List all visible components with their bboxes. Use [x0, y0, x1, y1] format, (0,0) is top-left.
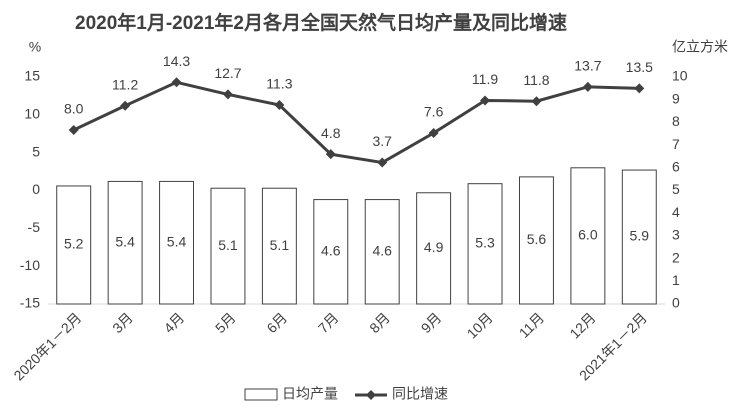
marker [377, 157, 388, 168]
bar [518, 176, 554, 305]
line-value-label: 11.8 [523, 72, 549, 88]
y-tick-label: -15 [20, 295, 40, 311]
y2-axis-label: 亿立方米 [672, 39, 728, 55]
marker [428, 127, 439, 138]
bar-value-label: 5.6 [527, 231, 547, 247]
x-tick-label: 9月 [418, 309, 445, 336]
bar [261, 187, 297, 305]
bar-value-label: 5.3 [475, 235, 495, 251]
line-value-label: 11.9 [472, 71, 498, 87]
x-tick-label: 8月 [366, 309, 393, 336]
y-tick-label: 15 [24, 68, 40, 84]
bar [313, 199, 349, 305]
bar [467, 183, 503, 305]
chart-title: 2020年1月-2021年2月各月全国天然气日均产量及同比增速 [75, 11, 567, 34]
y2-tick-label: 8 [672, 113, 680, 129]
y2-tick-label: 9 [672, 90, 680, 106]
marker [222, 89, 233, 100]
line-value-label: 12.7 [214, 65, 241, 81]
bar-value-label: 5.9 [630, 228, 650, 244]
bar-value-label: 5.2 [64, 236, 84, 252]
y-tick-label: 10 [24, 106, 40, 122]
legend-label: 同比增速 [392, 386, 448, 402]
legend-swatch [244, 388, 278, 401]
line-value-label: 13.5 [626, 59, 653, 75]
y-tick-label: -10 [20, 257, 40, 273]
bar-value-label: 5.4 [167, 233, 187, 249]
line-value-label: 13.7 [574, 58, 601, 74]
bar-value-label: 5.1 [218, 237, 238, 253]
x-tick-label: 12月 [566, 309, 598, 341]
x-tick-label: 7月 [315, 309, 342, 336]
bar [364, 199, 400, 305]
bar-value-label: 4.6 [372, 242, 392, 258]
y2-tick-label: 3 [672, 227, 680, 243]
y2-tick-label: 2 [672, 249, 680, 265]
marker [325, 149, 336, 160]
line-value-label: 11.3 [266, 76, 292, 92]
x-tick-label: 5月 [212, 309, 239, 336]
y2-tick-label: 1 [672, 272, 680, 288]
marker [68, 124, 79, 135]
x-tick-label: 4月 [161, 309, 188, 336]
marker [531, 96, 542, 107]
marker [120, 100, 131, 111]
y2-tick-label: 5 [672, 181, 680, 197]
bar [56, 185, 92, 305]
line-value-label: 8.0 [64, 101, 84, 117]
x-tick-label: 11月 [516, 309, 547, 340]
bar-value-label: 4.9 [424, 239, 444, 255]
marker [582, 81, 593, 92]
marker [274, 99, 285, 110]
y-axis-label: % [29, 39, 41, 55]
line-value-label: 14.3 [163, 53, 190, 69]
bar-value-label: 5.4 [115, 233, 135, 249]
bar [570, 167, 606, 305]
legend-label: 日均产量 [282, 386, 338, 402]
bar [416, 192, 452, 305]
bar [210, 187, 246, 305]
y-tick-label: 5 [32, 143, 40, 159]
y-tick-label: -5 [28, 219, 41, 235]
y2-tick-label: 7 [672, 136, 680, 152]
bar [159, 180, 195, 305]
x-tick-label: 2020年1－2月 [10, 309, 84, 383]
bar [107, 180, 143, 305]
bar-value-label: 5.1 [270, 237, 290, 253]
bar-value-label: 4.6 [321, 242, 341, 258]
line-value-label: 7.6 [424, 104, 444, 120]
marker [171, 77, 182, 88]
x-tick-label: 3月 [109, 309, 136, 336]
bar-value-label: 6.0 [578, 227, 598, 243]
x-tick-label: 10月 [464, 309, 496, 341]
line [73, 80, 640, 165]
x-tick-label: 6月 [263, 309, 290, 336]
y2-tick-label: 4 [672, 204, 680, 220]
legend-marker [366, 390, 376, 400]
y2-tick-label: 0 [672, 295, 680, 311]
y2-tick-label: 6 [672, 159, 680, 175]
line-value-label: 4.8 [321, 125, 341, 141]
marker [480, 95, 491, 106]
bar [621, 169, 657, 305]
line-value-label: 3.7 [372, 133, 392, 149]
marker [634, 83, 645, 94]
line-value-label: 11.2 [112, 76, 138, 92]
y2-tick-label: 10 [672, 68, 688, 84]
y-tick-label: 0 [32, 181, 40, 197]
